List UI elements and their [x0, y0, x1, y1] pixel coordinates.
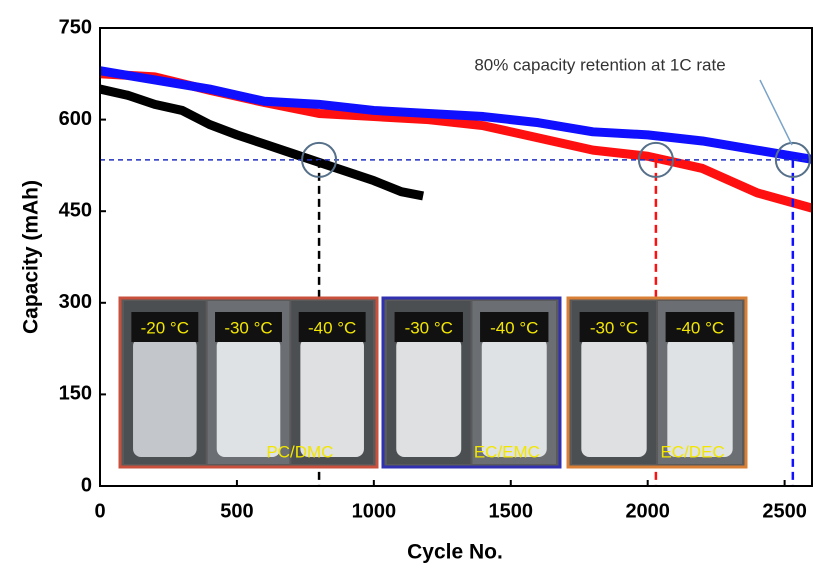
temperature-label: -30 °C: [590, 318, 638, 337]
y-tick-label: 300: [59, 291, 92, 313]
x-tick-label: 1500: [489, 500, 534, 522]
temperature-label: -20 °C: [141, 318, 189, 337]
y-tick-label: 450: [59, 199, 92, 221]
marker-circle: [774, 141, 811, 178]
y-axis-title: Capacity (mAh): [20, 180, 43, 334]
vial: [133, 338, 197, 457]
y-tick-label: 600: [59, 108, 92, 130]
data-line: [99, 84, 425, 201]
y-tick-label: 750: [59, 16, 92, 38]
temperature-label: -40 °C: [308, 318, 356, 337]
plot-frame: [99, 27, 813, 487]
vial-cap: [665, 312, 735, 342]
x-tick-label: 1000: [352, 500, 397, 522]
vial-cap: [394, 312, 463, 342]
data-line: [99, 66, 813, 164]
x-tick-label: 2000: [625, 500, 670, 522]
x-tick-label: 0: [94, 500, 105, 522]
marker-circle: [301, 141, 338, 178]
vial: [667, 338, 733, 457]
x-tick-label: 2500: [762, 500, 807, 522]
vial: [216, 338, 281, 457]
vial-cap: [215, 312, 282, 342]
solvent-label: EC/DEC: [660, 442, 724, 461]
vial: [481, 338, 547, 457]
vial-cap: [480, 312, 549, 342]
vial-cap: [298, 312, 366, 342]
vial: [581, 338, 647, 457]
solvent-label: PC/DMC: [266, 442, 333, 461]
temperature-label: -30 °C: [224, 318, 272, 337]
solvent-label: EC/EMC: [474, 442, 540, 461]
y-tick-label: 0: [81, 474, 92, 496]
vial: [396, 338, 462, 457]
vial: [300, 338, 364, 457]
annotation-arrow: [759, 79, 793, 146]
temperature-label: -40 °C: [676, 318, 724, 337]
temperature-label: -40 °C: [490, 318, 538, 337]
vial-cap: [579, 312, 649, 342]
vial-cap: [131, 312, 199, 342]
temperature-label: -30 °C: [405, 318, 453, 337]
annotation: 80% capacity retention at 1C rate: [474, 55, 725, 74]
y-tick-label: 150: [59, 383, 92, 405]
x-axis-title: Cycle No.: [407, 541, 503, 564]
marker-circle: [637, 141, 674, 178]
x-tick-label: 500: [220, 500, 253, 522]
